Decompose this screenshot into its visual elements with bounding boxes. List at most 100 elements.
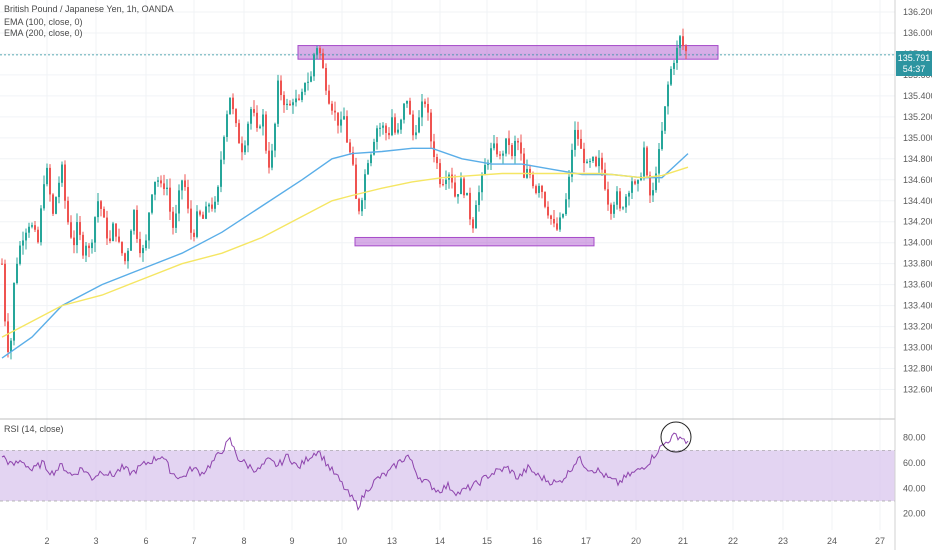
price-tick-label: 133.400 (903, 301, 932, 311)
time-tick-label: 20 (631, 536, 641, 546)
candle-body (235, 109, 237, 124)
candle-body (160, 180, 162, 184)
candle-body (424, 101, 426, 104)
candle-body (595, 157, 597, 167)
candle-body (337, 112, 339, 126)
candle-body (349, 142, 351, 153)
candle-body (169, 187, 171, 212)
candle-body (148, 212, 150, 241)
candle-body (133, 209, 135, 231)
rsi-line (1, 432, 689, 511)
candle-body (241, 143, 243, 153)
candle-body (250, 109, 252, 124)
candle-body (661, 130, 663, 150)
price-tick-label: 134.800 (903, 154, 932, 164)
support-resistance-zones (297, 45, 719, 247)
candle-body (370, 154, 372, 164)
candle-body (628, 192, 630, 197)
candle-body (544, 191, 546, 207)
candle-body (58, 182, 60, 198)
candle-body (196, 211, 198, 237)
time-tick-label: 27 (875, 536, 885, 546)
price-tick-label: 132.600 (903, 385, 932, 395)
candle-body (631, 181, 633, 193)
rsi-label[interactable]: RSI (14, close) (4, 424, 64, 434)
candle-body (403, 103, 405, 120)
ema-200-label[interactable]: EMA (200, close, 0) (4, 28, 83, 38)
candle-body (451, 174, 453, 183)
time-tick-label: 16 (532, 536, 542, 546)
candle-body (607, 189, 609, 205)
candle-body (442, 184, 444, 186)
candle-body (502, 153, 504, 156)
candle-body (610, 204, 612, 214)
candle-body (670, 68, 672, 85)
candle-body (52, 194, 54, 214)
candle-body (586, 161, 588, 164)
candle-body (598, 157, 600, 167)
last-price-tag: 135.791 54:37 (896, 51, 932, 76)
price-tick-label: 135.200 (903, 112, 932, 122)
candle-body (523, 153, 525, 178)
candle-body (16, 263, 18, 283)
candle-body (484, 164, 486, 176)
candle-body (568, 176, 570, 200)
candle-body (634, 181, 636, 184)
candle-body (217, 186, 219, 202)
candle-body (439, 163, 441, 185)
candle-body (328, 90, 330, 104)
candle-body (232, 97, 234, 110)
candle-body (469, 192, 471, 220)
candle-body (682, 36, 684, 47)
time-tick-label: 15 (482, 536, 492, 546)
candle-body (496, 143, 498, 155)
candlestick-series (1, 28, 687, 360)
candle-body (622, 207, 624, 209)
candle-body (559, 217, 561, 230)
candle-body (535, 186, 537, 193)
candle-body (238, 123, 240, 144)
candle-body (673, 62, 675, 69)
rsi-axis[interactable]: 80.00 60.00 40.00 20.00 (903, 433, 926, 519)
candle-body (493, 143, 495, 149)
price-tick-label: 133.600 (903, 280, 932, 290)
candle-body (490, 148, 492, 163)
price-tick-label: 132.800 (903, 364, 932, 374)
candle-body (49, 167, 51, 195)
candle-body (415, 132, 417, 136)
candle-body (355, 164, 357, 199)
candle-body (64, 164, 66, 201)
candle-body (109, 238, 111, 242)
candle-body (550, 215, 552, 219)
candle-body (259, 126, 261, 128)
candle-body (253, 109, 255, 113)
candle-body (301, 91, 303, 100)
zone-box (354, 236, 595, 247)
candle-body (286, 103, 288, 106)
candle-body (334, 110, 336, 113)
candle-body (76, 222, 78, 246)
time-tick-label: 2 (44, 536, 49, 546)
candle-body (430, 112, 432, 142)
price-tick-label: 134.600 (903, 175, 932, 185)
time-tick-label: 6 (143, 536, 148, 546)
ema-100-label[interactable]: EMA (100, close, 0) (4, 17, 83, 27)
candle-body (190, 208, 192, 233)
candle-body (79, 222, 81, 235)
candle-body (277, 80, 279, 124)
symbol-title[interactable]: British Pound / Japanese Yen, 1h, OANDA (4, 4, 174, 14)
candle-body (289, 103, 291, 106)
candle-body (112, 223, 114, 242)
time-axis[interactable]: 2 3 6 7 8 9 10 13 14 15 16 17 20 21 22 23 24 27 (44, 536, 885, 546)
price-tick-label: 134.200 (903, 217, 932, 227)
time-tick-label: 3 (93, 536, 98, 546)
candle-body (394, 117, 396, 133)
price-tick-label: 133.200 (903, 322, 932, 332)
candle-body (541, 185, 543, 192)
candle-body (73, 237, 75, 246)
rsi-overbought-circle (660, 421, 692, 453)
candle-body (685, 46, 687, 52)
candle-body (325, 67, 327, 91)
candle-body (7, 321, 9, 352)
